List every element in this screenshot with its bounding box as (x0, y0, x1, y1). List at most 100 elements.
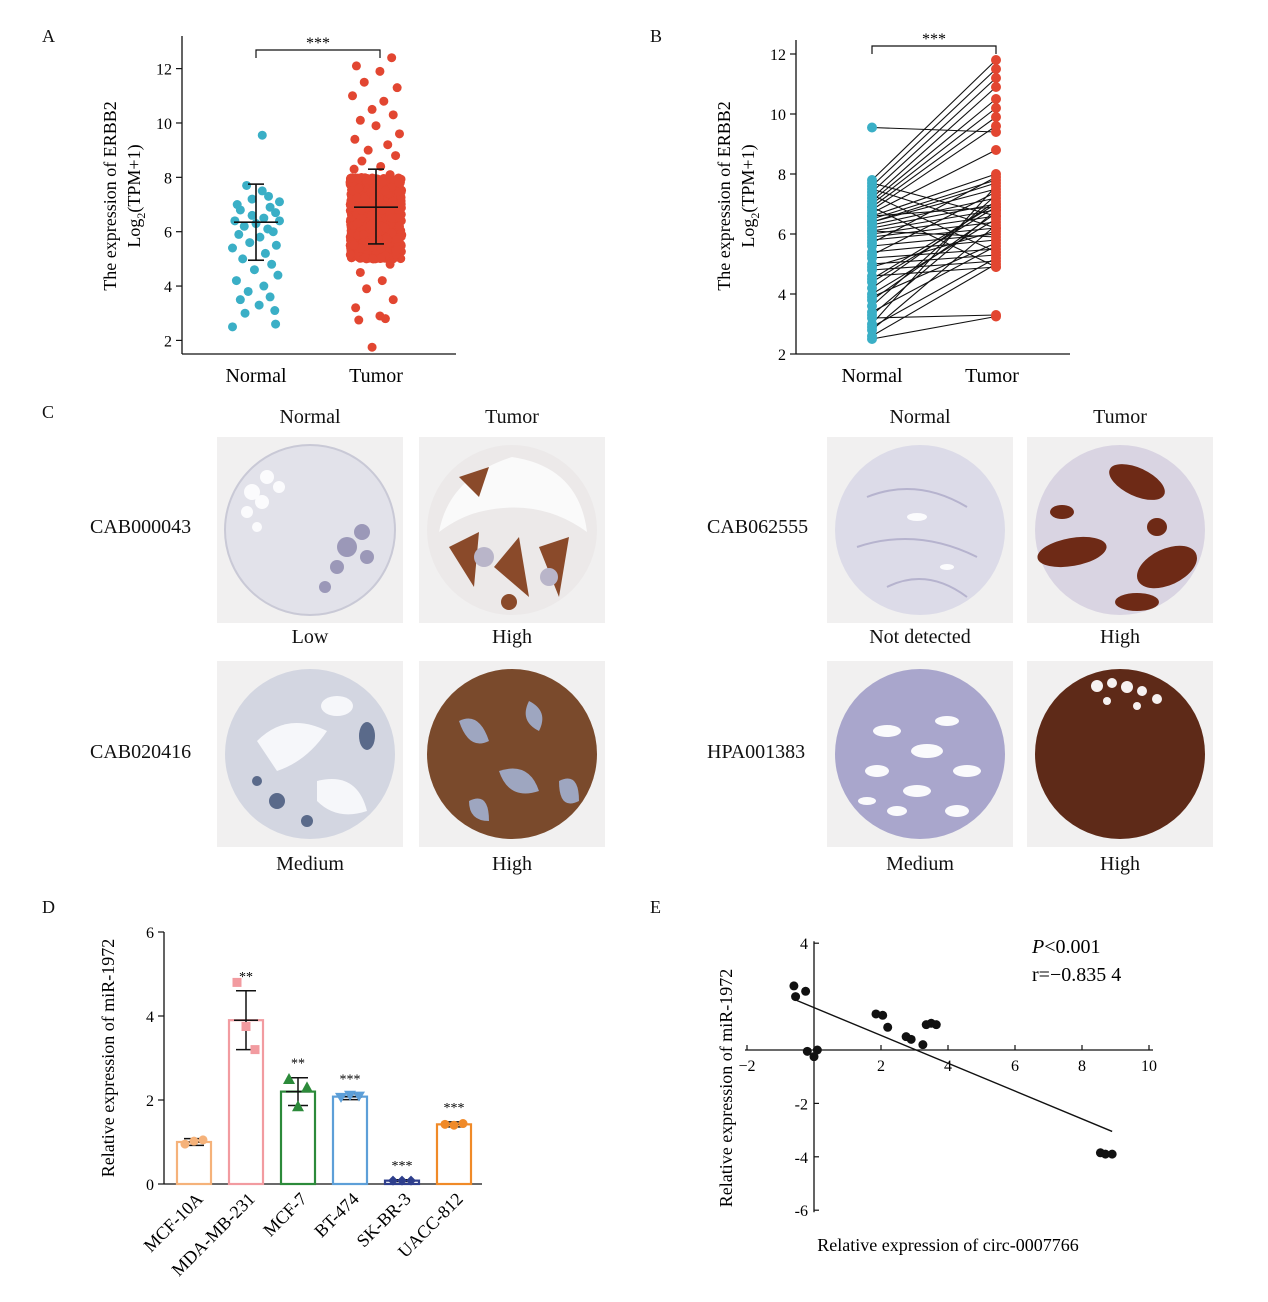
panel-a-tumor-point (388, 295, 398, 305)
panel-a-normal-point (234, 229, 244, 239)
panel-e-xtick-label: −2 (738, 1058, 755, 1075)
panel-b-tumor-point (991, 64, 1001, 74)
panel-d-ylabel: Relative expression of miR-1972 (98, 939, 118, 1177)
panel-e-point (809, 1052, 819, 1062)
ihc-image-hpa001383-tumor (1027, 661, 1213, 847)
panel-d-point (180, 1139, 190, 1149)
panel-a-tumor-point (385, 259, 395, 269)
panel-a-tumor-point (360, 252, 370, 262)
panel-e-point (812, 1045, 822, 1055)
panel-e-ylabel: Relative expression of miR-1972 (716, 969, 736, 1207)
panel-b-pair-line (871, 182, 997, 217)
panel-b-significance: *** (922, 31, 946, 48)
panel-b-pair-line (871, 176, 997, 244)
panel-e-point (883, 1022, 893, 1032)
panel-b-pair-line (871, 200, 997, 289)
panel-d-point (440, 1119, 450, 1129)
panel-b-normal-point (867, 238, 877, 248)
panel-a-tumor-point (371, 121, 381, 131)
panel-a-tumor-point (394, 178, 404, 188)
panel-a-tumor-point (368, 254, 378, 264)
panel-a-tumor-point (355, 267, 365, 277)
panel-b-ytick-label: 4 (778, 287, 786, 304)
panel-e-point (801, 986, 811, 996)
panel-b-tumor-point (991, 172, 1001, 182)
panel-b-ytick-label: 2 (778, 347, 786, 364)
panel-a-normal-point (240, 308, 250, 318)
panel-a-tumor-point (379, 96, 389, 106)
panel-b-normal-point (867, 202, 877, 212)
panel-b-pair-line (871, 314, 997, 319)
panel-b-pair-line (871, 221, 997, 238)
panel-b-tumor-point (991, 205, 1001, 215)
panel-a-normal-point (271, 319, 281, 329)
panel-a-normal-point (264, 191, 274, 201)
panel-e-ytick-label: 4 (800, 936, 808, 953)
panel-b-pair-line (871, 206, 997, 217)
panel-a-normal-point (239, 221, 249, 231)
panel-b-tumor-point (991, 94, 1001, 104)
ihc-image-cab020416-normal (217, 661, 403, 847)
panel-d-significance: *** (340, 1073, 361, 1088)
panel-a-tumor-point (380, 186, 390, 196)
ihc-image-cab000043-tumor (419, 437, 605, 623)
panel-b-tumor-point (991, 262, 1001, 272)
panel-b-normal-point (867, 310, 877, 320)
panel-a-xtick-tumor: Tumor (349, 365, 403, 387)
panel-b-pair-line (871, 173, 997, 217)
panel-d-point (406, 1175, 416, 1186)
panel-b-pair-line (871, 224, 997, 331)
panel-b-normal-point (867, 262, 877, 272)
panel-letter-a: A (42, 26, 55, 46)
panel-a-normal-point (268, 227, 278, 237)
panel-a-tumor-point (358, 229, 368, 239)
panel-a-tumor-point (350, 134, 360, 144)
panel-a-tumor-point (363, 145, 373, 155)
panel-b-ylabel-line2: Log2(TPM+1) (738, 144, 762, 247)
panel-b-normal-point (867, 274, 877, 284)
c-level-cab000043-normal: Low (291, 626, 329, 648)
panel-b-normal-point (867, 122, 877, 133)
panel-a-normal-point (228, 243, 238, 253)
panel-a-tumor-point (367, 342, 377, 352)
panel-e-xtick-label: 6 (1011, 1058, 1019, 1075)
panel-d-significance: *** (444, 1101, 465, 1116)
panel-a-tumor-point (391, 151, 401, 161)
panel-d-point (458, 1119, 468, 1129)
panel-e-point (791, 992, 801, 1002)
panel-a-normal-point (260, 248, 270, 258)
panel-d-significance: ** (239, 970, 253, 985)
panel-d-point (198, 1135, 208, 1145)
panel-a-normal-point (255, 232, 265, 242)
panel-d-point (344, 1090, 356, 1101)
panel-b-pair-line (871, 77, 997, 193)
panel-e-xtick-label: 4 (944, 1058, 952, 1075)
panel-a-tumor-point (385, 170, 395, 180)
panel-a-tumor-point (352, 219, 362, 229)
c-antibody-hpa001383: HPA001383 (707, 741, 806, 763)
panel-letter-b: B (650, 26, 663, 46)
panel-a-tumor-point (346, 173, 356, 183)
panel-e-chart: −2 2 4 6 8 10 4 -2 -4 -6 P<0.001 r=−0.835 4 Relat… (716, 936, 1157, 1255)
panel-d-point (335, 1092, 347, 1103)
panel-a-normal-point (271, 240, 281, 250)
panel-a-tumor-point (354, 183, 364, 193)
c-level-hpa001383-normal: Medium (886, 853, 954, 875)
panel-b-pair-line (871, 116, 997, 208)
panel-a-tumor-point (354, 315, 364, 325)
panel-a-normal-point (235, 295, 245, 305)
panel-b-tumor-point (991, 145, 1001, 155)
panel-a-normal-point (267, 259, 277, 269)
panel-b-pair-line (871, 266, 997, 277)
panel-b-pair-line (871, 59, 997, 181)
panel-a-tumor-point (366, 210, 376, 220)
panel-a-normal-point (271, 208, 281, 218)
panel-a-normal-point (242, 180, 252, 190)
panel-d-point (353, 1091, 365, 1102)
panel-b-normal-point (867, 322, 877, 332)
panel-a-tumor-point (355, 115, 365, 125)
panel-e-point (789, 981, 799, 991)
panel-a-tumor-point (388, 110, 398, 120)
panel-d-point (292, 1100, 304, 1112)
panel-e-r-value: r=−0.835 4 (1032, 964, 1121, 986)
